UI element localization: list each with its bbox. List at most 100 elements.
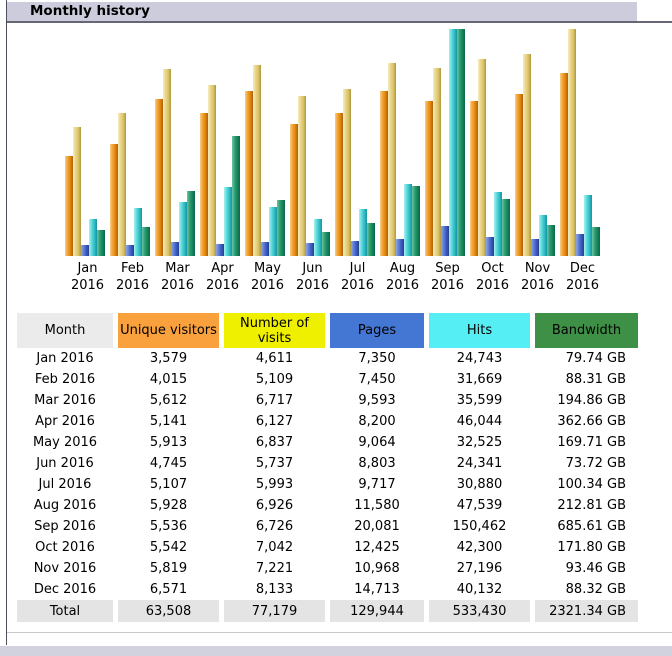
- bar-ht-oct-2016: [494, 192, 502, 256]
- bar-ht-dec-2016: [584, 195, 592, 256]
- cell-month: Sep 2016: [34, 519, 96, 534]
- total-unique-visitors: 63,508: [118, 600, 219, 622]
- bar-pg-jun-2016: [306, 243, 314, 256]
- bar-ht-sep-2016: [449, 29, 457, 256]
- table-row-mar-2016: Mar 2016 5,612 6,717 9,593 35,599 194.86 GB: [17, 390, 638, 411]
- bar-ht-jan-2016: [89, 219, 97, 256]
- bar-pg-feb-2016: [126, 245, 134, 256]
- bar-pg-aug-2016: [396, 239, 404, 256]
- month-label-mar-2016: Mar 2016: [160, 261, 195, 293]
- bar-nv-jul-2016: [343, 89, 351, 256]
- cell-month: Jul 2016: [38, 477, 92, 492]
- cell-hits: 24,743: [456, 351, 503, 366]
- bar-bw-may-2016: [277, 200, 285, 256]
- cell-pages: 11,580: [354, 498, 400, 513]
- table-total-row: Total 63,508 77,179 129,944 533,430 2321…: [17, 600, 638, 622]
- cell-bandwidth: 88.32 GB: [565, 582, 626, 597]
- cell-number-of-visits: 6,926: [255, 498, 294, 513]
- table-row-may-2016: May 2016 5,913 6,837 9,064 32,525 169.71 GB: [17, 432, 638, 453]
- cell-pages: 14,713: [354, 582, 400, 597]
- cell-number-of-visits: 6,837: [255, 435, 294, 450]
- cell-pages: 9,593: [358, 393, 396, 408]
- bar-group-aug-2016: [380, 29, 420, 256]
- cell-number-of-visits: 6,717: [255, 393, 294, 408]
- bar-nv-oct-2016: [478, 59, 486, 256]
- bar-nv-jan-2016: [73, 127, 81, 256]
- bar-ht-nov-2016: [539, 215, 547, 256]
- cell-month: Apr 2016: [35, 414, 95, 429]
- cell-bandwidth: 100.34 GB: [557, 477, 626, 492]
- total-pages: 129,944: [330, 600, 424, 622]
- bar-uv-jun-2016: [290, 124, 298, 256]
- col-header-pages: Pages: [330, 313, 424, 348]
- cell-hits: 30,880: [456, 477, 503, 492]
- bar-pg-oct-2016: [486, 237, 494, 256]
- bar-group-jan-2016: [65, 29, 105, 256]
- cell-month: Nov 2016: [33, 561, 97, 576]
- col-header-unique-visitors: Unique visitors: [118, 313, 219, 348]
- bar-group-oct-2016: [470, 29, 510, 256]
- table-row-dec-2016: Dec 2016 6,571 8,133 14,713 40,132 88.32 GB: [17, 579, 638, 600]
- total-number-of-visits: 77,179: [224, 600, 325, 622]
- cell-hits: 31,669: [456, 372, 503, 387]
- monthly-history-table: Month Unique visitors Number of visits P…: [12, 313, 643, 622]
- cell-number-of-visits: 5,109: [255, 372, 294, 387]
- cell-unique-visitors: 5,913: [149, 435, 188, 450]
- cell-hits: 32,525: [456, 435, 503, 450]
- table-header-row: Month Unique visitors Number of visits P…: [17, 313, 638, 348]
- chart-month-labels: Jan 2016 Feb 2016 Mar 2016 Apr 2016 May 2016 Jun 20…: [65, 261, 605, 294]
- table-row-jul-2016: Jul 2016 5,107 5,993 9,717 30,880 100.34 GB: [17, 474, 638, 495]
- bar-pg-may-2016: [261, 242, 269, 256]
- month-label-nov-2016: Nov 2016: [520, 261, 555, 293]
- bar-pg-jan-2016: [81, 245, 89, 256]
- col-header-number-of-visits: Number of visits: [224, 313, 325, 348]
- cell-hits: 46,044: [456, 414, 503, 429]
- bar-nv-mar-2016: [163, 69, 171, 256]
- bar-uv-aug-2016: [380, 91, 388, 256]
- cell-pages: 9,717: [358, 477, 396, 492]
- bar-ht-apr-2016: [224, 187, 232, 256]
- bar-pg-dec-2016: [576, 234, 584, 256]
- cell-number-of-visits: 5,737: [255, 456, 294, 471]
- cell-hits: 40,132: [456, 582, 503, 597]
- bar-bw-mar-2016: [187, 191, 195, 256]
- bar-pg-apr-2016: [216, 244, 224, 256]
- table-row-feb-2016: Feb 2016 4,015 5,109 7,450 31,669 88.31 GB: [17, 369, 638, 390]
- month-label-oct-2016: Oct 2016: [475, 261, 510, 293]
- total-bandwidth: 2321.34 GB: [535, 600, 638, 622]
- total-hits: 533,430: [429, 600, 530, 622]
- cell-month: Jan 2016: [36, 351, 94, 366]
- cell-bandwidth: 88.31 GB: [565, 372, 626, 387]
- cell-bandwidth: 212.81 GB: [557, 498, 626, 513]
- header-divider-line: [7, 21, 672, 23]
- cell-number-of-visits: 7,042: [255, 540, 294, 555]
- table-row-sep-2016: Sep 2016 5,536 6,726 20,081 150,462 685.61 GB: [17, 516, 638, 537]
- cell-unique-visitors: 5,819: [149, 561, 188, 576]
- bar-uv-jul-2016: [335, 113, 343, 256]
- section-title: Monthly history: [30, 3, 150, 19]
- cell-pages: 7,350: [358, 351, 396, 366]
- col-header-month: Month: [17, 313, 113, 348]
- bar-uv-sep-2016: [425, 101, 433, 256]
- table-row-jun-2016: Jun 2016 4,745 5,737 8,803 24,341 73.72 GB: [17, 453, 638, 474]
- month-label-may-2016: May 2016: [250, 261, 285, 293]
- monthly-history-bar-chart: [65, 29, 605, 256]
- cell-number-of-visits: 7,221: [255, 561, 294, 576]
- month-label-feb-2016: Feb 2016: [115, 261, 150, 293]
- bar-nv-aug-2016: [388, 63, 396, 256]
- month-label-jul-2016: Jul 2016: [340, 261, 375, 293]
- bar-uv-dec-2016: [560, 73, 568, 256]
- table-row-nov-2016: Nov 2016 5,819 7,221 10,968 27,196 93.46 GB: [17, 558, 638, 579]
- bar-bw-apr-2016: [232, 136, 240, 256]
- bar-uv-apr-2016: [200, 113, 208, 256]
- cell-month: Aug 2016: [33, 498, 97, 513]
- bar-ht-may-2016: [269, 207, 277, 256]
- bar-ht-aug-2016: [404, 184, 412, 256]
- bar-nv-apr-2016: [208, 85, 216, 256]
- bar-nv-jun-2016: [298, 96, 306, 256]
- bar-bw-nov-2016: [547, 225, 555, 256]
- col-header-hits: Hits: [429, 313, 530, 348]
- cell-bandwidth: 79.74 GB: [565, 351, 626, 366]
- cell-unique-visitors: 5,141: [149, 414, 188, 429]
